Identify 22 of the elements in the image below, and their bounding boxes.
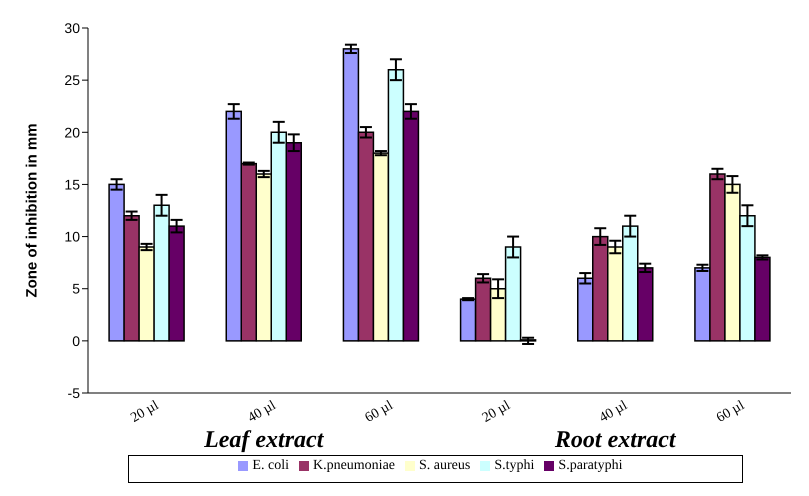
- y-tick-label: -5: [68, 384, 80, 401]
- legend-label: S.paratyphi: [558, 458, 623, 473]
- x-tick-label: 20 µl: [480, 398, 513, 426]
- y-tick-label: 30: [64, 20, 80, 36]
- y-tick-label: 10: [64, 228, 80, 245]
- y-tick-label: 25: [64, 72, 80, 88]
- y-tick-label: 20: [64, 124, 80, 140]
- y-axis-title: Zone of inhibition in mm: [23, 123, 40, 298]
- x-tick-label: 60 µl: [362, 398, 396, 426]
- legend-label: S. aureus: [419, 458, 470, 473]
- y-tick-label: 5: [72, 280, 80, 297]
- text: Root extract: [554, 427, 678, 454]
- text: Leaf extract: [203, 427, 325, 454]
- y-tick-label: 15: [64, 176, 80, 192]
- x-tick-label: 40 µl: [596, 398, 630, 426]
- x-tick-label: 60 µl: [714, 398, 748, 426]
- legend-label: S.typhi: [494, 458, 534, 473]
- legend-label: K.pneumoniae: [312, 458, 395, 473]
- x-tick-label: 20 µl: [128, 398, 162, 426]
- x-tick-label: 40 µl: [245, 398, 279, 426]
- legend-label: E. coli: [252, 458, 289, 473]
- y-tick-label: 0: [72, 332, 80, 349]
